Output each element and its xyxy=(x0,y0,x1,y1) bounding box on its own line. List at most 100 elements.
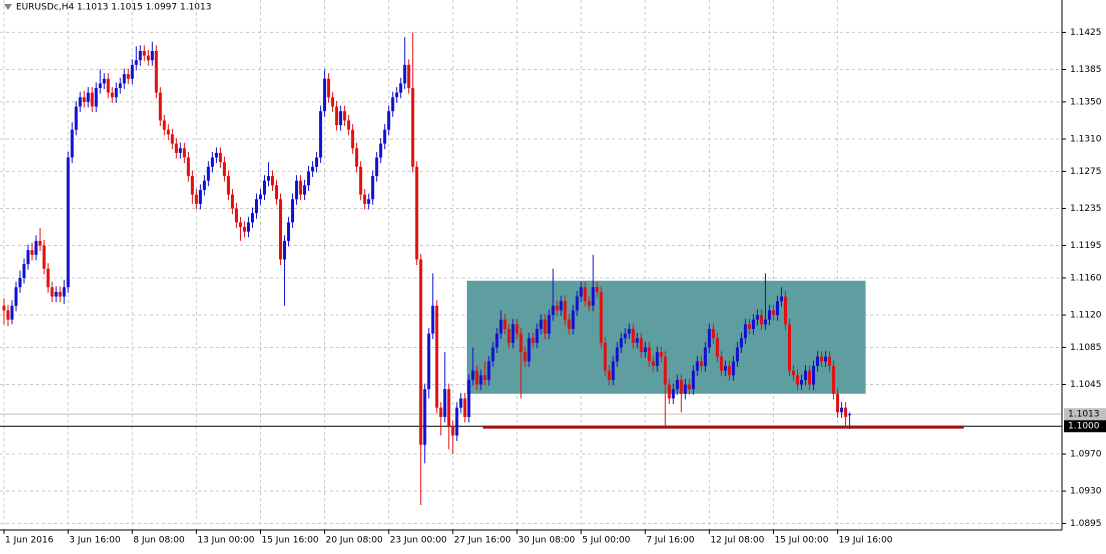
candle-body xyxy=(671,389,675,399)
candle-body xyxy=(779,296,783,302)
candle-body xyxy=(279,199,283,260)
candle-body xyxy=(687,384,691,390)
candle-body xyxy=(46,268,50,288)
candle-body xyxy=(447,389,451,427)
candle-body xyxy=(234,208,238,223)
y-tick-label: 1.1085 xyxy=(1070,343,1102,353)
candle-body xyxy=(327,78,331,98)
candle-body xyxy=(659,352,663,357)
candle-body xyxy=(812,365,816,385)
candle-body xyxy=(679,379,683,394)
candle-body xyxy=(102,78,106,84)
candle-body xyxy=(471,370,475,380)
candle-body xyxy=(796,375,800,385)
candle-body xyxy=(615,347,619,362)
candle-body xyxy=(824,356,828,362)
candle-body xyxy=(222,162,226,177)
candle-body xyxy=(451,426,455,436)
candle-body xyxy=(391,97,395,112)
candle-body xyxy=(487,361,491,380)
x-tick-label: 1 Jun 2016 xyxy=(5,536,54,546)
candle-body xyxy=(114,88,118,98)
candle-body xyxy=(587,301,591,306)
candle-body xyxy=(543,319,547,334)
candle-body xyxy=(403,64,407,84)
y-tick-label: 1.1275 xyxy=(1070,167,1102,177)
candle-body xyxy=(166,129,170,135)
candle-body xyxy=(663,356,667,385)
candle-body xyxy=(407,64,411,89)
candle-body xyxy=(138,50,142,61)
candle-body xyxy=(22,264,26,278)
candle-body xyxy=(800,379,804,385)
candle-body xyxy=(591,287,595,306)
candle-body xyxy=(511,324,515,343)
candle-body xyxy=(427,333,431,390)
candle-body xyxy=(411,88,415,167)
collapse-icon[interactable] xyxy=(4,4,12,10)
candle-body xyxy=(379,143,383,158)
candle-body xyxy=(331,97,335,107)
candle-body xyxy=(571,310,575,329)
candle-body xyxy=(118,83,122,89)
candle-body xyxy=(495,333,499,348)
candle-body xyxy=(747,324,751,329)
y-tick-label: 1.0895 xyxy=(1070,519,1102,529)
candle-body xyxy=(267,176,271,181)
candle-body xyxy=(651,361,655,366)
candle-body xyxy=(715,338,719,357)
candle-body xyxy=(844,407,848,417)
candle-body xyxy=(283,240,287,260)
candle-body xyxy=(703,347,707,366)
candle-body xyxy=(599,291,603,343)
candle-body xyxy=(254,199,258,214)
candle-body xyxy=(419,259,423,445)
candle-body xyxy=(755,315,759,320)
candle-body xyxy=(575,296,579,311)
candle-body xyxy=(727,365,731,376)
candle-body xyxy=(507,328,511,343)
x-tick-label: 7 Jul 16:00 xyxy=(646,536,695,546)
candle-body xyxy=(70,129,74,158)
candle-body xyxy=(639,338,643,353)
candle-body xyxy=(50,287,54,297)
price-label: 1.1013 xyxy=(1068,410,1100,420)
candle-body xyxy=(210,157,214,167)
candle-body xyxy=(226,176,230,195)
candle-body xyxy=(607,370,611,380)
candle-body xyxy=(214,152,218,158)
candle-body xyxy=(563,301,567,320)
candle-body xyxy=(771,310,775,316)
candle-body xyxy=(142,50,146,56)
candle-body xyxy=(246,222,250,232)
candle-body xyxy=(146,55,150,61)
candle-body xyxy=(763,319,767,325)
x-tick-label: 8 Jun 08:00 xyxy=(133,536,185,546)
candle-body xyxy=(631,328,635,343)
candle-body xyxy=(130,64,134,79)
candle-body xyxy=(110,92,114,98)
candle-body xyxy=(723,365,727,371)
candle-body xyxy=(423,389,427,445)
candle-body xyxy=(635,338,639,343)
candle-body xyxy=(271,176,275,186)
candle-body xyxy=(291,199,295,223)
chart-title: EURUSDc,H4 1.1013 1.1015 1.0997 1.1013 xyxy=(16,3,211,13)
candle-body xyxy=(262,180,266,195)
candle-body xyxy=(743,324,747,339)
candle-body xyxy=(519,333,523,353)
candle-body xyxy=(30,250,34,255)
candle-body xyxy=(311,166,315,172)
y-tick-label: 1.1160 xyxy=(1070,273,1102,283)
candle-body xyxy=(595,287,599,292)
price-label-box xyxy=(1064,408,1106,421)
candle-body xyxy=(479,375,483,385)
candle-body xyxy=(375,157,379,177)
candle-body xyxy=(182,148,186,158)
y-tick-label: 1.1425 xyxy=(1070,28,1102,38)
candle-body xyxy=(804,370,808,380)
candle-body xyxy=(126,74,130,79)
candle-body xyxy=(711,328,715,339)
candle-body xyxy=(258,194,262,200)
